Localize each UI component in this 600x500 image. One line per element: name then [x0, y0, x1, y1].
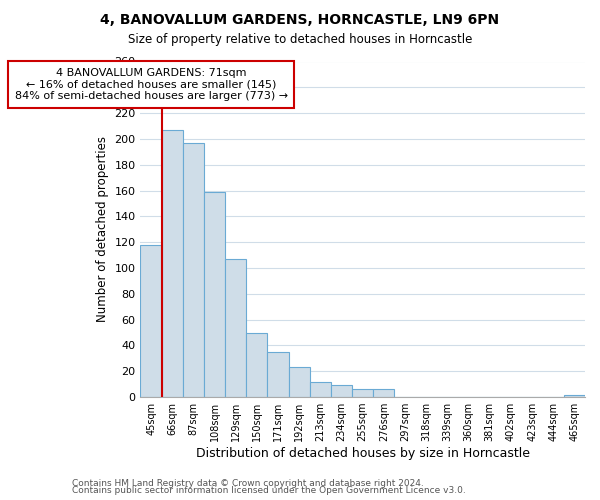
Bar: [204, 192, 225, 397]
Text: 4 BANOVALLUM GARDENS: 71sqm
← 16% of detached houses are smaller (145)
84% of se: 4 BANOVALLUM GARDENS: 71sqm ← 16% of det…: [14, 68, 287, 101]
Bar: [183, 143, 204, 397]
Bar: [161, 130, 183, 397]
Text: Contains public sector information licensed under the Open Government Licence v3: Contains public sector information licen…: [72, 486, 466, 495]
Bar: [310, 382, 331, 397]
Bar: [352, 390, 373, 397]
Text: 4, BANOVALLUM GARDENS, HORNCASTLE, LN9 6PN: 4, BANOVALLUM GARDENS, HORNCASTLE, LN9 6…: [100, 12, 500, 26]
Bar: [140, 245, 161, 397]
Text: Size of property relative to detached houses in Horncastle: Size of property relative to detached ho…: [128, 32, 472, 46]
Bar: [564, 394, 585, 397]
Y-axis label: Number of detached properties: Number of detached properties: [96, 136, 109, 322]
Bar: [331, 386, 352, 397]
X-axis label: Distribution of detached houses by size in Horncastle: Distribution of detached houses by size …: [196, 447, 530, 460]
Text: Contains HM Land Registry data © Crown copyright and database right 2024.: Contains HM Land Registry data © Crown c…: [72, 478, 424, 488]
Bar: [289, 368, 310, 397]
Bar: [247, 332, 268, 397]
Bar: [268, 352, 289, 397]
Bar: [225, 259, 247, 397]
Bar: [373, 390, 394, 397]
